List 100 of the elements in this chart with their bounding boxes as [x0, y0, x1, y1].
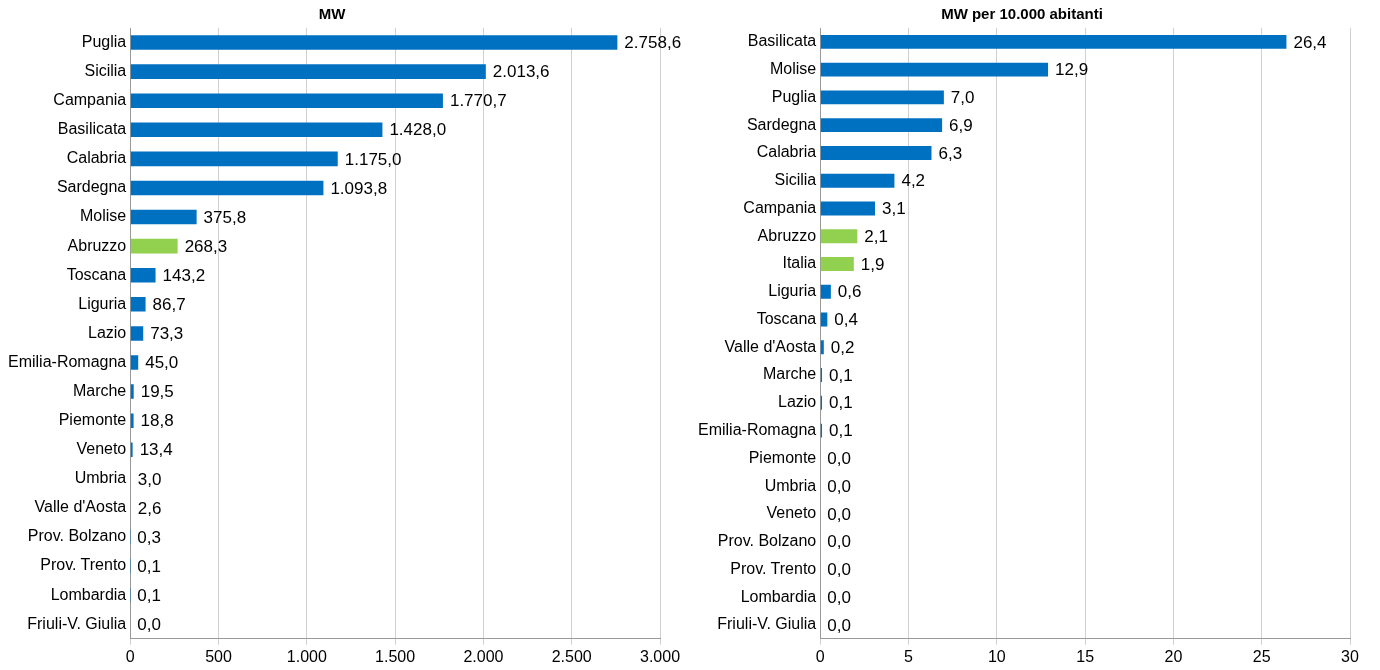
data-label: 0,1	[137, 585, 161, 605]
bar	[820, 340, 824, 355]
y-tick-label: Emilia-Romagna	[8, 352, 127, 370]
bar	[130, 326, 144, 341]
y-tick-label: Sicilia	[84, 62, 127, 80]
data-label: 0,6	[837, 282, 862, 302]
bar	[820, 201, 876, 216]
x-tick-label: 1.500	[375, 647, 416, 665]
data-label: 0,0	[827, 532, 851, 552]
bar	[130, 355, 139, 370]
bar	[130, 413, 134, 428]
data-label: 6,9	[949, 115, 973, 135]
x-tick-label: 2.500	[551, 647, 592, 665]
x-tick-label: 2.000	[463, 647, 504, 665]
data-label: 0,1	[829, 365, 853, 385]
data-label: 26,4	[1293, 32, 1327, 52]
bar	[820, 34, 1287, 49]
data-label: 73,3	[150, 324, 184, 344]
y-tick-label: Sicilia	[774, 171, 817, 189]
data-label: 0,4	[834, 310, 858, 330]
data-label: 0,0	[827, 587, 851, 607]
y-tick-label: Italia	[782, 254, 817, 272]
data-label: 18,8	[140, 411, 174, 431]
y-tick-label: Lombardia	[740, 587, 817, 605]
data-label: 1.175,0	[344, 149, 402, 169]
data-label: 0,0	[137, 614, 161, 634]
data-label: 0,1	[829, 393, 853, 413]
y-tick-label: Calabria	[756, 143, 817, 161]
y-tick-label: Umbria	[74, 469, 127, 487]
data-label: 268,3	[184, 236, 228, 256]
data-label: 6,3	[938, 143, 963, 163]
x-tick-label: 15	[1076, 647, 1095, 665]
x-tick-label: 5	[904, 647, 914, 665]
bar	[130, 93, 443, 108]
y-tick-label: Marche	[72, 381, 127, 399]
y-tick-label: Puglia	[771, 87, 817, 105]
bar	[130, 122, 383, 138]
y-tick-label: Umbria	[764, 476, 817, 494]
y-tick-label: Lazio	[778, 393, 817, 411]
y-tick-label: Lazio	[88, 323, 127, 341]
data-label: 0,0	[827, 476, 851, 496]
data-label: 1,9	[860, 254, 885, 274]
y-tick-label: Campania	[53, 91, 127, 109]
y-tick-label: Emilia-Romagna	[698, 420, 817, 438]
bar	[130, 209, 197, 225]
data-label: 86,7	[152, 295, 186, 314]
x-tick-label: 30	[1341, 647, 1359, 665]
bar	[130, 151, 338, 167]
data-label: 2,6	[137, 498, 162, 518]
data-label: 2.013,6	[492, 62, 550, 82]
bar	[820, 62, 1049, 77]
y-tick-label: Lombardia	[50, 585, 127, 603]
y-tick-label: Prov. Bolzano	[717, 532, 817, 550]
x-tick-label: 0	[815, 647, 825, 665]
bar	[130, 297, 146, 312]
data-label: 4,2	[901, 171, 926, 191]
x-tick-label: 20	[1164, 647, 1183, 665]
y-tick-label: Basilicata	[57, 120, 127, 138]
data-label: 375,8	[203, 207, 247, 227]
bar	[820, 257, 854, 271]
y-tick-label: Veneto	[766, 504, 817, 522]
data-label: 0,0	[827, 615, 851, 635]
x-tick-label: 1.000	[286, 647, 327, 665]
y-tick-label: Toscana	[756, 309, 817, 327]
y-tick-label: Calabria	[66, 149, 127, 167]
y-tick-label: Prov. Bolzano	[27, 527, 127, 545]
x-tick-label: 25	[1252, 647, 1271, 665]
bar	[130, 238, 178, 254]
data-label: 0,0	[827, 560, 851, 580]
y-tick-label: Friuli-V. Giulia	[717, 615, 817, 633]
x-tick-label: 3.000	[639, 647, 681, 665]
bar	[130, 180, 324, 196]
bar	[130, 267, 156, 283]
data-label: 3,1	[882, 199, 906, 219]
chart-title: MW	[318, 5, 347, 23]
y-tick-label: Piemonte	[748, 448, 817, 466]
data-label: 1.770,7	[449, 91, 507, 111]
x-tick-label: 10	[987, 647, 1006, 665]
data-label: 0,1	[829, 421, 853, 441]
y-tick-label: Abruzzo	[67, 236, 127, 254]
bar	[820, 284, 831, 299]
data-label: 1.428,0	[389, 120, 447, 140]
bar	[820, 118, 943, 133]
y-tick-label: Veneto	[76, 440, 127, 458]
y-tick-label: Sardegna	[56, 178, 127, 196]
y-tick-label: Puglia	[81, 32, 127, 50]
data-label: 2.758,6	[624, 33, 682, 53]
y-tick-label: Marche	[762, 365, 817, 383]
y-tick-label: Liguria	[78, 294, 127, 312]
bar	[820, 229, 858, 244]
data-label: 143,2	[162, 265, 206, 285]
data-label: 0,1	[137, 556, 161, 576]
x-tick-label: 0	[125, 647, 135, 665]
y-tick-label: Toscana	[66, 265, 127, 283]
y-tick-label: Liguria	[768, 282, 817, 300]
bar	[820, 173, 895, 188]
y-tick-label: Piemonte	[58, 411, 127, 429]
data-label: 13,4	[139, 440, 173, 460]
y-tick-label: Campania	[743, 198, 817, 216]
y-tick-label: Sardegna	[746, 115, 817, 133]
